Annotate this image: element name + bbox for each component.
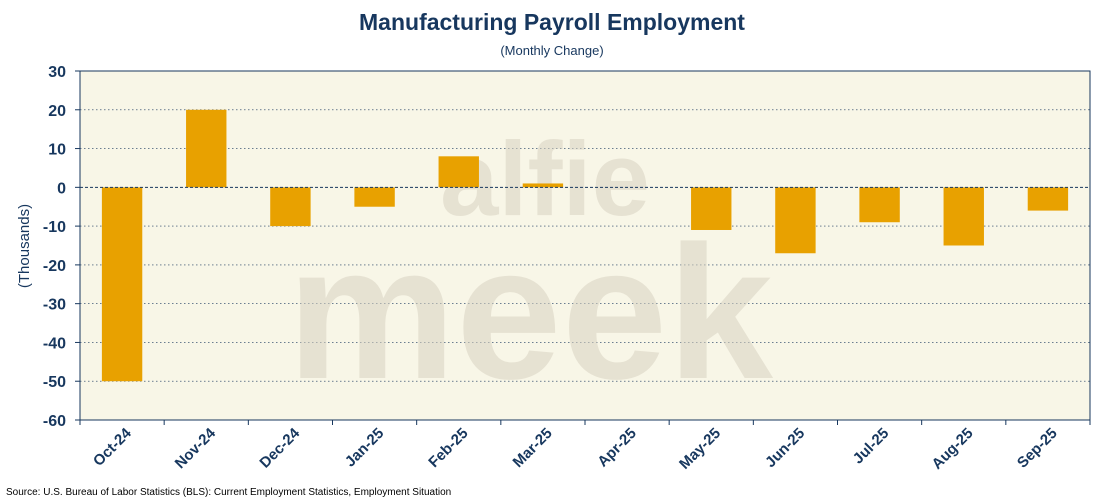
y-tick-label: -30: [43, 297, 66, 314]
y-tick-label: 20: [48, 103, 66, 120]
x-tick-label: Jul-25: [850, 425, 893, 468]
x-tick-label: Aug-25: [929, 425, 977, 473]
bar-jun-25: [775, 187, 816, 254]
x-tick-label: Apr-25: [594, 425, 640, 471]
bar-aug-25: [943, 187, 984, 246]
x-tick-label: Jun-25: [762, 425, 808, 471]
watermark-line2: meek: [287, 207, 773, 419]
y-tick-label: -50: [43, 374, 66, 391]
y-tick-label: -10: [43, 219, 66, 236]
bar-sep-25: [1027, 187, 1069, 211]
x-tick-label: Dec-24: [256, 424, 303, 471]
y-tick-label: -40: [43, 335, 66, 352]
x-tick-label: Feb-25: [425, 425, 471, 471]
x-tick-label: Oct-24: [90, 424, 135, 469]
x-axis-ticks: Oct-24 Nov-24 Dec-24 Jan-25 Feb-25 Mar-25 Apr-…: [79, 420, 1091, 473]
x-tick-label: Nov-24: [172, 424, 220, 472]
plot-area: [80, 71, 1090, 420]
source-note: Source: U.S. Bureau of Labor Statistics …: [6, 487, 451, 498]
bar-feb-25: [438, 156, 479, 188]
bar-jan-25: [354, 187, 395, 207]
chart-title: Manufacturing Payroll Employment: [359, 9, 745, 35]
y-axis-ticks: 30 20 10 0 -10 -20 -30 -40 -50 -60: [43, 64, 80, 430]
x-tick-label: Mar-25: [510, 425, 556, 471]
gridlines: [80, 109, 1090, 382]
bar-nov-24: [186, 109, 227, 188]
chart-subtitle: (Monthly Change): [500, 43, 603, 58]
y-tick-label: -20: [43, 258, 66, 275]
y-tick-label: 30: [48, 64, 66, 81]
bar-dec-24: [270, 187, 311, 227]
y-tick-label: 0: [57, 180, 66, 197]
bars: [101, 109, 1069, 382]
watermark: alfie meek: [287, 121, 773, 419]
bar-may-25: [691, 187, 732, 230]
y-tick-label: -60: [43, 413, 66, 430]
x-tick-label: May-25: [676, 425, 724, 473]
y-tick-label: 10: [48, 142, 66, 159]
y-axis-label: (Thousands): [16, 204, 33, 288]
bar-oct-24: [101, 187, 143, 382]
bar-mar-25: [522, 183, 564, 188]
x-tick-label: Jan-25: [342, 425, 388, 471]
bar-jul-25: [859, 187, 900, 223]
x-tick-label: Sep-25: [1014, 425, 1061, 472]
